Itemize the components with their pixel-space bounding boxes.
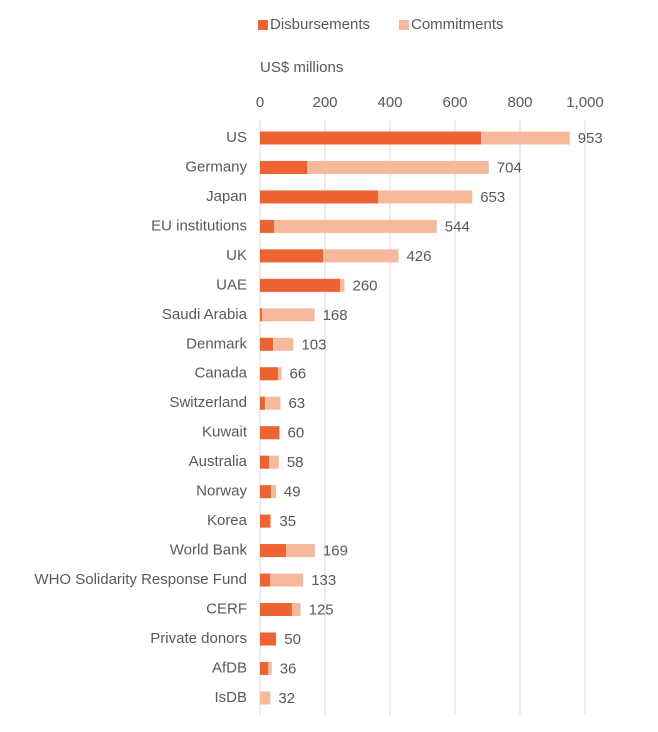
bar bbox=[260, 455, 270, 469]
bar bbox=[260, 308, 262, 322]
x-tick-label: 0 bbox=[256, 94, 264, 111]
bar bbox=[260, 249, 324, 263]
value-label: 953 bbox=[578, 130, 603, 147]
value-label: 260 bbox=[353, 277, 378, 294]
y-tick-label: Canada bbox=[194, 365, 247, 382]
y-tick-label: Saudi Arabia bbox=[162, 306, 248, 323]
value-label: 50 bbox=[284, 631, 301, 648]
value-label: 168 bbox=[323, 307, 348, 324]
y-tick-label: UAE bbox=[216, 276, 247, 293]
bar bbox=[260, 544, 286, 558]
bar bbox=[260, 160, 489, 174]
value-label: 133 bbox=[311, 572, 336, 589]
bar bbox=[260, 603, 292, 617]
bar bbox=[260, 485, 272, 499]
y-tick-label: Japan bbox=[206, 188, 247, 205]
bar bbox=[260, 632, 276, 646]
y-tick-label: EU institutions bbox=[151, 217, 247, 234]
y-tick-label: AfDB bbox=[212, 659, 247, 676]
bar bbox=[260, 160, 308, 174]
value-label: 103 bbox=[301, 336, 326, 353]
value-label: 169 bbox=[323, 543, 348, 560]
x-tick-label: 800 bbox=[507, 94, 532, 111]
value-label: 704 bbox=[497, 159, 522, 176]
x-tick-label: 400 bbox=[377, 94, 402, 111]
value-label: 36 bbox=[280, 660, 297, 677]
legend-swatch bbox=[258, 20, 268, 30]
value-label: 653 bbox=[480, 189, 505, 206]
y-tick-label: Private donors bbox=[150, 630, 247, 647]
bar bbox=[260, 573, 304, 587]
value-label: 125 bbox=[309, 601, 334, 618]
y-tick-label: IsDB bbox=[214, 689, 247, 706]
y-tick-label: Germany bbox=[185, 158, 247, 175]
bar bbox=[260, 367, 278, 381]
value-label: 60 bbox=[288, 425, 305, 442]
x-tick-label: 600 bbox=[442, 94, 467, 111]
bar bbox=[260, 573, 271, 587]
value-label: 426 bbox=[406, 248, 431, 265]
bar bbox=[260, 131, 481, 145]
y-tick-label: Denmark bbox=[186, 335, 247, 352]
bar bbox=[260, 337, 273, 351]
x-tick-label: 200 bbox=[312, 94, 337, 111]
bar bbox=[260, 396, 281, 410]
y-tick-label: WHO Solidarity Response Fund bbox=[34, 571, 247, 588]
bar bbox=[260, 219, 274, 233]
y-tick-label: Australia bbox=[189, 453, 248, 470]
bar bbox=[260, 426, 280, 440]
value-label: 66 bbox=[289, 366, 306, 383]
y-tick-label: Kuwait bbox=[202, 424, 248, 441]
value-label: 32 bbox=[278, 690, 295, 707]
y-tick-label: US bbox=[226, 129, 247, 146]
legend-label: Commitments bbox=[411, 16, 504, 33]
bar bbox=[260, 278, 340, 292]
y-tick-label: Norway bbox=[196, 483, 247, 500]
axis-unit-label: US$ millions bbox=[260, 59, 343, 76]
bar bbox=[260, 308, 315, 322]
legend-label: Disbursements bbox=[270, 16, 370, 33]
value-label: 544 bbox=[445, 218, 470, 235]
y-tick-label: CERF bbox=[206, 600, 247, 617]
bar bbox=[260, 661, 269, 675]
value-label: 63 bbox=[288, 395, 305, 412]
y-tick-label: World Bank bbox=[170, 542, 248, 559]
bar bbox=[260, 190, 378, 204]
y-tick-label: Switzerland bbox=[169, 394, 247, 411]
value-label: 49 bbox=[284, 484, 301, 501]
y-tick-label: Korea bbox=[207, 512, 248, 529]
bar bbox=[260, 396, 265, 410]
bar bbox=[260, 691, 271, 705]
x-tick-label: 1,000 bbox=[566, 94, 604, 111]
value-label: 58 bbox=[287, 454, 304, 471]
bar bbox=[260, 514, 271, 528]
value-label: 35 bbox=[279, 513, 296, 530]
bar bbox=[260, 219, 437, 233]
y-tick-label: UK bbox=[226, 247, 247, 264]
legend-swatch bbox=[399, 20, 409, 30]
